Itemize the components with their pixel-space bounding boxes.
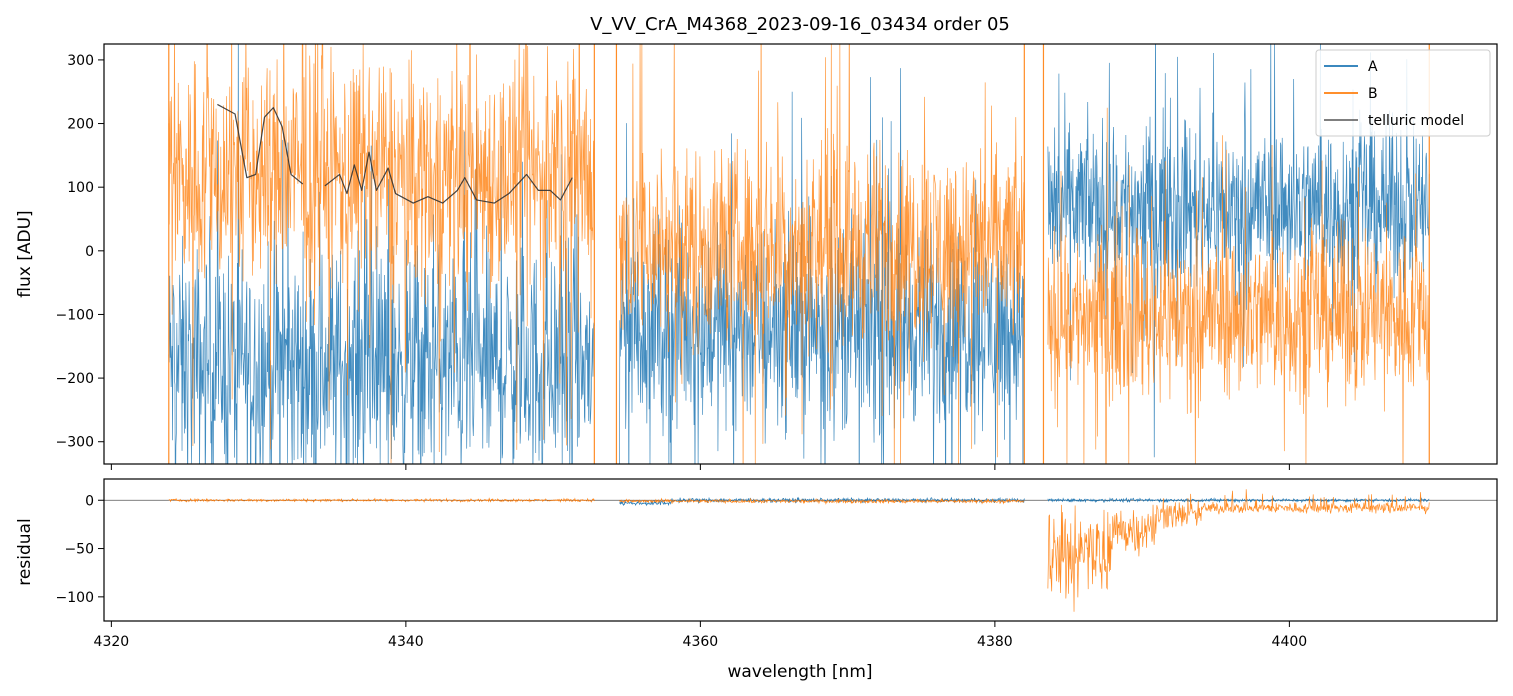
residual-y-ticks: −100 −50 0: [56, 493, 104, 606]
series-a-segment-line: [168, 44, 595, 464]
residual-b-line: [1047, 489, 1430, 612]
y-tick-label: 200: [67, 117, 94, 133]
residual-b-line: [168, 497, 595, 503]
residual-x-ticks: 4320 4340 4360 4380 4400: [94, 621, 1308, 650]
main-axes-frame: [103, 43, 1498, 465]
y-tick-label: 100: [67, 180, 94, 196]
main-panel: −300 −200 −100 0 100 200 300 flux [ADU] A B te…: [15, 43, 1498, 470]
y-tick-label: −100: [56, 590, 94, 606]
main-y-ticks: −300 −200 −100 0 100 200 300: [56, 53, 104, 451]
main-x-ticks: [110, 464, 1290, 470]
legend-label-a: A: [1368, 59, 1378, 75]
y-tick-label: −300: [56, 435, 94, 451]
series-b-segment-line: [1047, 107, 1430, 464]
y-tick-label: −100: [56, 307, 94, 323]
residual-panel: −100 −50 0 4320 4340 4360 4380 4400 residual w…: [15, 478, 1498, 682]
x-tick-label: 4380: [977, 634, 1013, 650]
series-b-segment-line: [619, 44, 1025, 464]
legend-label-b: B: [1368, 86, 1378, 102]
y-tick-label: 300: [67, 53, 94, 69]
legend: A B telluric model: [1315, 49, 1491, 137]
residual-axes-frame: [103, 478, 1498, 622]
residual-data: [104, 489, 1497, 612]
y-tick-label: −200: [56, 371, 94, 387]
x-tick-label: 4320: [94, 634, 130, 650]
legend-label-telluric: telluric model: [1368, 113, 1464, 129]
residual-b-line: [619, 497, 1025, 505]
y-tick-label: −50: [64, 542, 94, 558]
series-a-segment-line: [1047, 44, 1430, 458]
chart-title: V_VV_CrA_M4368_2023-09-16_03434 order 05: [590, 14, 1010, 35]
main-data: [168, 44, 1430, 464]
main-y-axis-label: flux [ADU]: [15, 210, 35, 297]
y-tick-label: 0: [85, 244, 94, 260]
x-tick-label: 4400: [1272, 634, 1308, 650]
legend-box: [1315, 49, 1491, 137]
series-b-segment-line: [168, 44, 595, 464]
x-axis-label: wavelength [nm]: [727, 662, 872, 682]
x-tick-label: 4360: [683, 634, 719, 650]
x-tick-label: 4340: [388, 634, 424, 650]
y-tick-label: 0: [85, 493, 94, 509]
residual-y-axis-label: residual: [15, 518, 35, 585]
